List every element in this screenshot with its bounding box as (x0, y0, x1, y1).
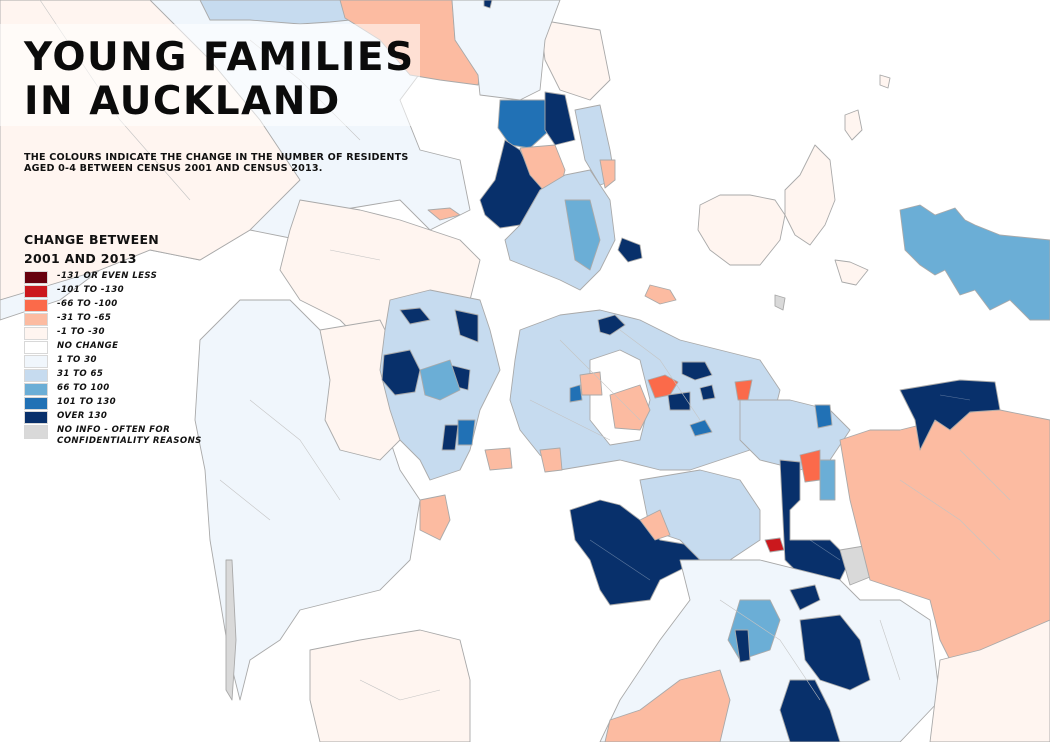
region-southwest-dark (569, 499, 701, 606)
island-rangitoto (697, 194, 786, 266)
legend-item: -31 TO -65 (24, 313, 202, 327)
region-northshore-salmon2 (599, 159, 616, 189)
island-small3 (774, 294, 786, 311)
title-panel (0, 24, 420, 126)
region-west-dark1 (399, 307, 431, 325)
legend-swatch (24, 285, 48, 298)
region-central-salmon3 (539, 447, 563, 473)
region-south-dark1 (789, 584, 821, 611)
region-north-east-pale (539, 19, 611, 101)
region-otara-red (799, 449, 821, 483)
legend-title-line2: 2001 AND 2013 (24, 251, 137, 266)
map-subtitle: THE COLOURS INDICATE THE CHANGE IN THE N… (24, 152, 409, 174)
region-south-salmon (604, 669, 731, 742)
legend-label: 1 TO 30 (57, 355, 97, 365)
legend-swatch (24, 313, 48, 326)
region-south-dark3 (779, 679, 841, 742)
legend-label: NO INFO - OFTEN FOR CONFIDENTIALITY REAS… (57, 425, 202, 446)
legend-label: 101 TO 130 (57, 397, 117, 407)
region-west-mid1 (419, 359, 461, 401)
legend-label: NO CHANGE (57, 341, 119, 351)
legend-item: 66 TO 100 (24, 383, 202, 397)
region-northshore-mid2 (564, 199, 601, 271)
map-title-line2: IN AUCKLAND (24, 79, 341, 124)
legend-item: 31 TO 65 (24, 369, 202, 383)
region-east-dark2 (699, 384, 716, 401)
legend-swatch (24, 425, 48, 439)
island-motutapu (784, 144, 836, 246)
legend-item: 101 TO 130 (24, 397, 202, 411)
region-west-dark5 (441, 424, 459, 451)
legend-item: NO INFO - OFTEN FOR CONFIDENTIALITY REAS… (24, 425, 202, 453)
legend-label: 31 TO 65 (57, 369, 104, 379)
legend-swatch (24, 369, 48, 382)
legend-swatch (24, 355, 48, 368)
legend-item: 1 TO 30 (24, 355, 202, 369)
legend-title: CHANGE BETWEEN 2001 AND 2013 (24, 230, 202, 268)
region-devonport-salmon (644, 284, 677, 305)
region-west-salmon (419, 494, 451, 541)
legend-label: -131 OR EVEN LESS (57, 271, 158, 281)
legend-swatch (24, 271, 48, 284)
region-west-blue2 (457, 419, 476, 446)
region-central-salmon1 (609, 384, 651, 431)
region-east-red1 (647, 374, 679, 399)
region-beachlands-dark (899, 379, 1001, 451)
legend-label: -101 TO -130 (57, 285, 124, 295)
region-hobsonville-salmon (427, 207, 461, 221)
legend-item: OVER 130 (24, 411, 202, 425)
region-central-blue (569, 384, 583, 403)
island-small2 (834, 259, 869, 286)
legend-swatch (24, 411, 48, 424)
region-south-dark4 (734, 629, 751, 663)
map-title: YOUNG FAMILIES IN AUCKLAND (24, 36, 415, 124)
legend-label: -1 TO -30 (57, 327, 105, 337)
region-south-dark2 (799, 614, 871, 691)
region-northshore-dark3 (617, 237, 643, 263)
region-awhitu-pale (309, 629, 471, 742)
region-east-blue (689, 419, 713, 437)
region-west-salmon2 (484, 447, 513, 471)
region-central-dark (597, 314, 626, 336)
region-west-dark3 (381, 349, 421, 396)
region-north-pale-blue (199, 0, 351, 25)
island-small1 (844, 109, 863, 141)
legend-item: -131 OR EVEN LESS (24, 271, 202, 285)
legend-label: -31 TO -65 (57, 313, 112, 323)
legend-swatch (24, 327, 48, 340)
legend-item: -1 TO -30 (24, 327, 202, 341)
legend-title-line1: CHANGE BETWEEN (24, 232, 160, 247)
region-north-central (451, 0, 561, 101)
map-title-line1: YOUNG FAMILIES (24, 35, 415, 80)
legend-item: -66 TO -100 (24, 299, 202, 313)
region-mangere-salmon (639, 509, 671, 541)
legend-swatch (24, 397, 48, 410)
region-east-blue2 (814, 404, 833, 429)
region-central-salmon2 (579, 371, 603, 396)
legend-label: -66 TO -100 (57, 299, 118, 309)
region-north-dark-tip (483, 0, 493, 9)
legend-item: -101 TO -130 (24, 285, 202, 299)
region-west-coast-noinfo (225, 559, 237, 701)
legend-swatch (24, 383, 48, 396)
island-waiheke-blue (899, 204, 1050, 321)
region-northshore-dark1 (544, 91, 576, 146)
region-east-dark3 (667, 391, 691, 411)
region-otahuhu-red (764, 537, 785, 553)
legend-label: 66 TO 100 (57, 383, 110, 393)
region-southeast-pale (929, 619, 1050, 742)
legend: CHANGE BETWEEN 2001 AND 2013 -131 OR EVE… (24, 230, 202, 453)
region-east-suburbs (739, 399, 851, 471)
legend-item: NO CHANGE (24, 341, 202, 355)
legend-swatch (24, 299, 48, 312)
legend-label: OVER 130 (57, 411, 108, 421)
region-east-dark1 (681, 361, 713, 381)
legend-swatch (24, 341, 48, 354)
island-small4 (879, 74, 891, 89)
region-otara-blue (819, 459, 836, 501)
region-west-dark2 (454, 309, 479, 343)
